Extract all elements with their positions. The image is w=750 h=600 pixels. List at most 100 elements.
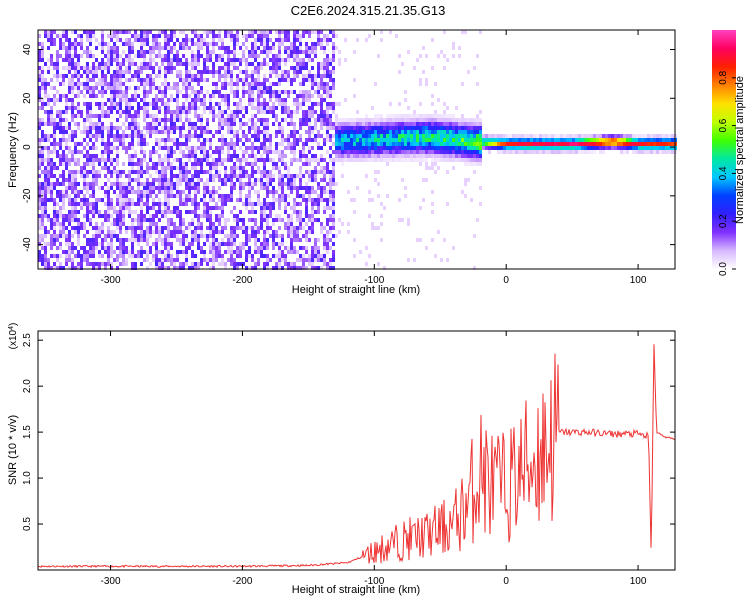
heatmap-cell <box>197 262 200 266</box>
heatmap-cell <box>188 198 191 202</box>
heatmap-cell <box>254 42 257 46</box>
heatmap-cell <box>332 82 335 86</box>
heatmap-cell <box>62 82 65 86</box>
heatmap-cell <box>158 118 161 122</box>
heatmap-cell <box>233 182 236 186</box>
heatmap-cell <box>209 178 212 182</box>
heatmap-cell <box>407 134 410 138</box>
heatmap-cell <box>98 230 101 234</box>
heatmap-cell <box>473 142 476 146</box>
heatmap-cell <box>143 34 146 38</box>
heatmap-cell <box>389 146 392 150</box>
heatmap-cell <box>272 198 275 202</box>
heatmap-cell <box>254 218 257 222</box>
heatmap-cell <box>239 242 242 246</box>
heatmap-cell <box>548 138 551 142</box>
heatmap-cell <box>170 194 173 198</box>
heatmap-cell <box>368 142 371 146</box>
heatmap-cell <box>266 46 269 50</box>
heatmap-cell <box>263 202 266 206</box>
heatmap-cell <box>281 158 284 162</box>
heatmap-cell <box>140 254 143 258</box>
heatmap-cell <box>257 258 260 262</box>
heatmap-cell <box>155 242 158 246</box>
heatmap-cell <box>536 150 539 154</box>
heatmap-cell <box>236 90 239 94</box>
heatmap-cell <box>140 78 143 82</box>
heatmap-cell <box>158 66 161 70</box>
heatmap-cell <box>293 138 296 142</box>
heatmap-cell <box>146 130 149 134</box>
heatmap-cell <box>608 134 611 138</box>
heatmap-cell <box>290 162 293 166</box>
heatmap-cell <box>119 54 122 58</box>
heatmap-cell <box>371 130 374 134</box>
heatmap-cell <box>524 142 527 146</box>
heatmap-cell <box>164 110 167 114</box>
heatmap-cell <box>53 162 56 166</box>
heatmap-cell <box>206 258 209 262</box>
heatmap-cell <box>167 250 170 254</box>
heatmap-cell <box>203 250 206 254</box>
heatmap-cell <box>86 110 89 114</box>
heatmap-cell <box>299 34 302 38</box>
heatmap-cell <box>326 246 329 250</box>
heatmap-cell <box>173 258 176 262</box>
heatmap-cell <box>155 238 158 242</box>
heatmap-cell <box>233 42 236 46</box>
heatmap-cell <box>638 138 641 142</box>
heatmap-cell <box>83 250 86 254</box>
heatmap-cell <box>428 130 431 134</box>
heatmap-cell <box>56 258 59 262</box>
heatmap-cell <box>275 266 278 270</box>
heatmap-cell <box>383 142 386 146</box>
heatmap-cell <box>257 70 260 74</box>
heatmap-cell <box>131 94 134 98</box>
heatmap-cell <box>182 174 185 178</box>
heatmap-cell <box>245 106 248 110</box>
heatmap-cell <box>296 58 299 62</box>
heatmap-cell <box>191 106 194 110</box>
heatmap-cell <box>137 158 140 162</box>
heatmap-cell <box>149 134 152 138</box>
heatmap-cell <box>44 202 47 206</box>
heatmap-cell <box>227 178 230 182</box>
heatmap-cell <box>323 82 326 86</box>
heatmap-cell <box>86 34 89 38</box>
heatmap-cell <box>104 114 107 118</box>
heatmap-cell <box>101 66 104 70</box>
heatmap-cell <box>659 146 662 150</box>
heatmap-cell <box>419 162 422 166</box>
heatmap-cell <box>221 158 224 162</box>
heatmap-cell <box>278 46 281 50</box>
heatmap-cell <box>239 102 242 106</box>
heatmap-cell <box>407 154 410 158</box>
heatmap-cell <box>245 62 248 66</box>
heatmap-cell <box>260 118 263 122</box>
heatmap-cell <box>137 198 140 202</box>
heatmap-cell <box>257 250 260 254</box>
heatmap-cell <box>416 138 419 142</box>
heatmap-cell <box>314 74 317 78</box>
heatmap-cell <box>140 34 143 38</box>
heatmap-cell <box>401 126 404 130</box>
heatmap-cell <box>248 98 251 102</box>
heatmap-cell <box>68 222 71 226</box>
heatmap-cell <box>212 194 215 198</box>
heatmap-cell <box>197 170 200 174</box>
heatmap-cell <box>254 242 257 246</box>
heatmap-cell <box>221 206 224 210</box>
heatmap-cell <box>92 210 95 214</box>
heatmap-cell <box>143 102 146 106</box>
heatmap-cell <box>176 234 179 238</box>
heatmap-cell <box>167 54 170 58</box>
heatmap-cell <box>473 162 476 166</box>
heatmap-cell <box>329 146 332 150</box>
heatmap-cell <box>149 66 152 70</box>
heatmap-cell <box>317 258 320 262</box>
heatmap-cell <box>158 226 161 230</box>
heatmap-cell <box>95 210 98 214</box>
heatmap-cell <box>137 182 140 186</box>
heatmap-cell <box>155 262 158 266</box>
heatmap-cell <box>395 126 398 130</box>
